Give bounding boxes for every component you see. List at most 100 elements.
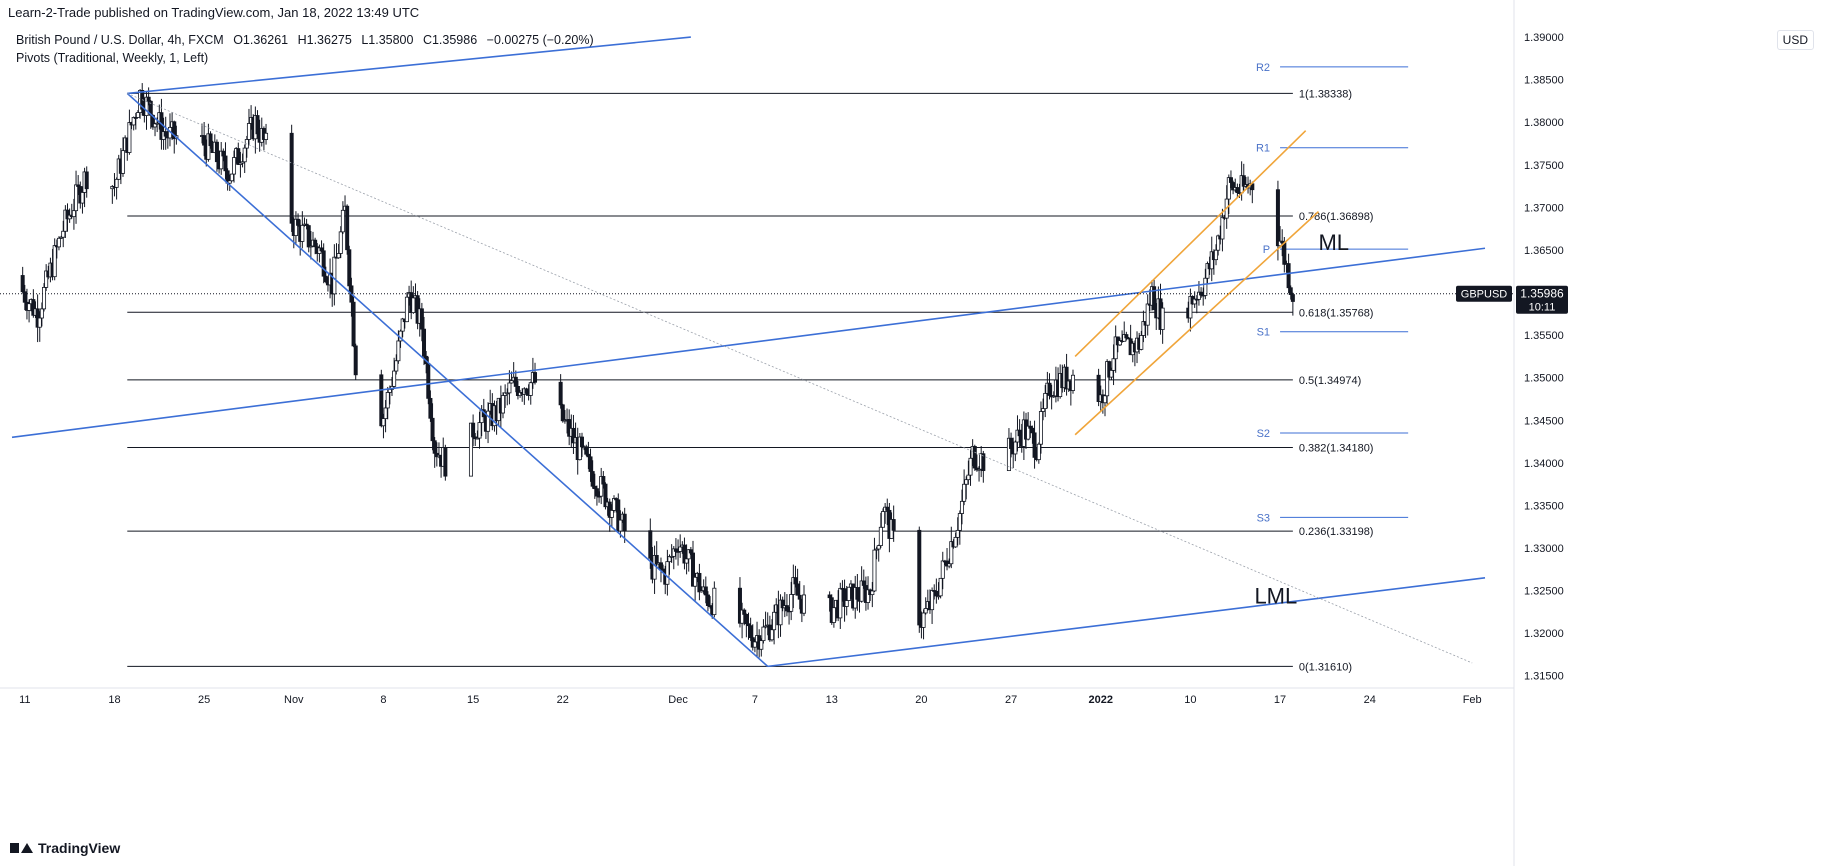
candle xyxy=(1209,236,1214,282)
candle xyxy=(1103,394,1108,417)
candle-body xyxy=(1275,189,1280,247)
candle xyxy=(1113,325,1118,373)
candle xyxy=(214,139,219,172)
candle xyxy=(1041,398,1046,421)
candle xyxy=(475,430,480,440)
candle xyxy=(1288,285,1293,300)
x-tick-label: 15 xyxy=(467,694,479,706)
candle-body xyxy=(609,510,614,518)
candle-body xyxy=(648,530,653,559)
candle xyxy=(1030,425,1035,444)
x-tick-label: 20 xyxy=(915,694,927,706)
candle xyxy=(940,551,945,590)
candle-body xyxy=(827,594,832,599)
candle xyxy=(419,302,424,342)
candle-body xyxy=(65,209,70,220)
candle xyxy=(844,585,849,616)
candle-body xyxy=(232,157,237,175)
open-value: O1.36261 xyxy=(233,33,289,47)
candle xyxy=(1096,368,1101,407)
fib-level-label: 0.618(1.35768) xyxy=(1299,307,1374,319)
candle-body xyxy=(838,587,843,619)
candle xyxy=(1036,442,1041,464)
candle-body xyxy=(172,121,177,140)
candle-body xyxy=(934,590,939,597)
candle xyxy=(846,586,851,602)
candle xyxy=(428,390,433,422)
candle-body xyxy=(144,96,149,116)
candle-body xyxy=(419,308,424,330)
candle-body xyxy=(1043,392,1048,410)
candle-body xyxy=(336,253,341,259)
candle xyxy=(945,548,950,571)
candle-body xyxy=(784,605,789,612)
candle-body xyxy=(202,135,207,146)
candle-body xyxy=(400,318,405,332)
candle-body xyxy=(964,479,969,485)
candle xyxy=(579,432,584,458)
candle-body xyxy=(153,123,158,128)
candle xyxy=(345,204,350,255)
candle-body xyxy=(740,609,745,624)
candle-body xyxy=(208,133,213,147)
candle-body xyxy=(1111,358,1116,371)
candle xyxy=(861,569,866,589)
candle-body xyxy=(1105,361,1110,397)
candle-body xyxy=(63,209,68,232)
candle-body xyxy=(795,583,800,596)
candle-body xyxy=(599,476,604,497)
candle xyxy=(306,224,311,253)
candle xyxy=(52,238,57,281)
candle-body xyxy=(513,376,518,387)
symbol-legend[interactable]: British Pound / U.S. Dollar, 4h, FXCM O1… xyxy=(16,33,600,47)
candle-body xyxy=(1006,437,1011,472)
candle-body xyxy=(748,625,753,639)
candle xyxy=(676,539,681,566)
candle xyxy=(340,201,345,235)
candle-body xyxy=(319,247,324,252)
candle xyxy=(236,142,241,165)
candle xyxy=(1017,419,1022,448)
candle-body xyxy=(1009,437,1014,449)
candle-body xyxy=(223,155,228,172)
candle xyxy=(594,485,599,506)
candle-body xyxy=(699,590,704,593)
candle-body xyxy=(27,303,32,311)
candle-body xyxy=(669,555,674,558)
candle xyxy=(601,471,606,489)
annotation-lml: LML xyxy=(1254,583,1297,608)
candle xyxy=(603,482,608,510)
candle-body xyxy=(422,328,427,357)
candle xyxy=(67,208,72,223)
candle xyxy=(968,449,973,486)
candle xyxy=(1064,353,1069,396)
candle-body xyxy=(240,161,245,164)
x-tick-label: 7 xyxy=(752,694,758,706)
upper-median-line xyxy=(127,36,691,95)
y-tick-label: 1.32500 xyxy=(1524,586,1564,598)
candle xyxy=(1117,337,1122,347)
y-tick-label: 1.31500 xyxy=(1524,671,1564,683)
candle-body xyxy=(1199,291,1204,296)
candle-body xyxy=(763,625,768,628)
candle-body xyxy=(1286,263,1291,289)
currency-button[interactable]: USD xyxy=(1776,30,1814,50)
candle xyxy=(959,489,964,525)
candle-body xyxy=(1032,432,1037,458)
candle-body xyxy=(430,417,435,442)
tradingview-brand[interactable]: TradingView xyxy=(10,840,120,856)
candle xyxy=(289,124,294,232)
candle xyxy=(74,170,79,224)
candle-body xyxy=(957,513,962,531)
candle-body xyxy=(351,301,356,347)
pivots-legend[interactable]: Pivots (Traditional, Weekly, 1, Left) xyxy=(16,51,214,65)
candle-body xyxy=(1288,287,1293,295)
candle-body xyxy=(981,453,986,472)
candle xyxy=(411,286,416,314)
candle xyxy=(22,284,27,311)
y-tick-label: 1.34500 xyxy=(1524,415,1564,427)
candle xyxy=(319,240,324,253)
candle xyxy=(221,148,226,162)
candle-body xyxy=(586,453,591,458)
